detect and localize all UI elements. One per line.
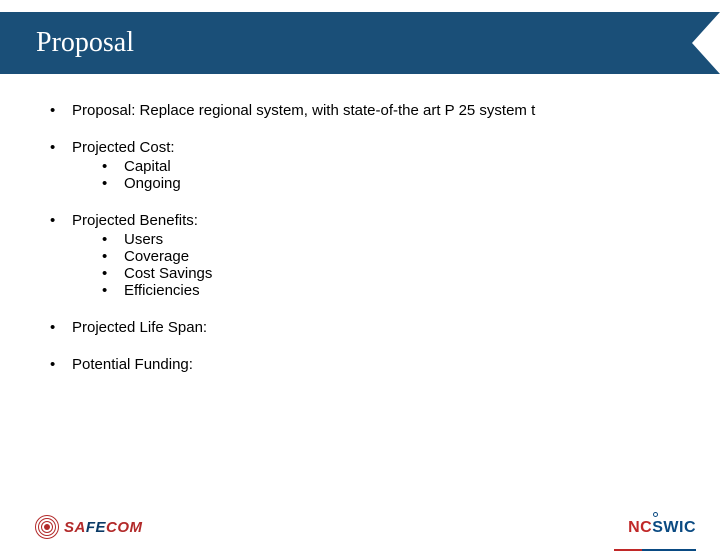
safecom-mid: FE bbox=[86, 519, 106, 536]
sub-list: Users Coverage Cost Savings Efficiencies bbox=[50, 231, 670, 299]
bullet-list: Proposal: Replace regional system, with … bbox=[50, 102, 670, 373]
bullet-text: Ongoing bbox=[124, 175, 181, 192]
title-bar-notch bbox=[692, 12, 720, 74]
bullet-text: Coverage bbox=[124, 248, 189, 265]
bullet-text: Capital bbox=[124, 158, 171, 175]
bullet-text: Cost Savings bbox=[124, 265, 212, 282]
sub-list: Capital Ongoing bbox=[50, 158, 670, 192]
dot-icon bbox=[653, 512, 658, 517]
bullet-text: Efficiencies bbox=[124, 282, 200, 299]
ncswic-wordmark: NCSWIC bbox=[614, 519, 696, 537]
footer: SAFECOM NCSWIC bbox=[0, 502, 720, 542]
bullet-text: Proposal: Replace regional system, with … bbox=[72, 102, 535, 119]
safecom-wordmark: SAFECOM bbox=[64, 519, 143, 536]
bullet-text: Projected Cost: bbox=[72, 139, 175, 156]
ncswic-prefix: NC bbox=[628, 519, 652, 536]
bullet-text: Projected Life Span: bbox=[72, 319, 207, 336]
bullet-text: Projected Benefits: bbox=[72, 212, 198, 229]
list-item: Users bbox=[102, 231, 670, 248]
list-item: Ongoing bbox=[102, 175, 670, 192]
safecom-suffix: COM bbox=[106, 519, 143, 536]
safecom-prefix: SA bbox=[64, 519, 86, 536]
title-bar: Proposal bbox=[0, 12, 720, 74]
list-item: Projected Benefits: Users Coverage Cost … bbox=[50, 212, 670, 299]
list-item: Projected Cost: Capital Ongoing bbox=[50, 139, 670, 192]
list-item: Potential Funding: bbox=[50, 356, 670, 373]
list-item: Efficiencies bbox=[102, 282, 670, 299]
bullet-text: Potential Funding: bbox=[72, 356, 193, 373]
slide-title: Proposal bbox=[0, 12, 720, 74]
ncswic-logo: NCSWIC bbox=[614, 512, 696, 540]
list-item: Projected Life Span: bbox=[50, 319, 670, 336]
list-item: Coverage bbox=[102, 248, 670, 265]
radio-rings-icon bbox=[34, 514, 60, 540]
list-item: Proposal: Replace regional system, with … bbox=[50, 102, 670, 119]
list-item: Capital bbox=[102, 158, 670, 175]
ncswic-suffix: SWIC bbox=[652, 519, 696, 536]
safecom-logo: SAFECOM bbox=[34, 514, 143, 540]
list-item: Cost Savings bbox=[102, 265, 670, 282]
content-area: Proposal: Replace regional system, with … bbox=[0, 74, 720, 373]
bullet-text: Users bbox=[124, 231, 163, 248]
